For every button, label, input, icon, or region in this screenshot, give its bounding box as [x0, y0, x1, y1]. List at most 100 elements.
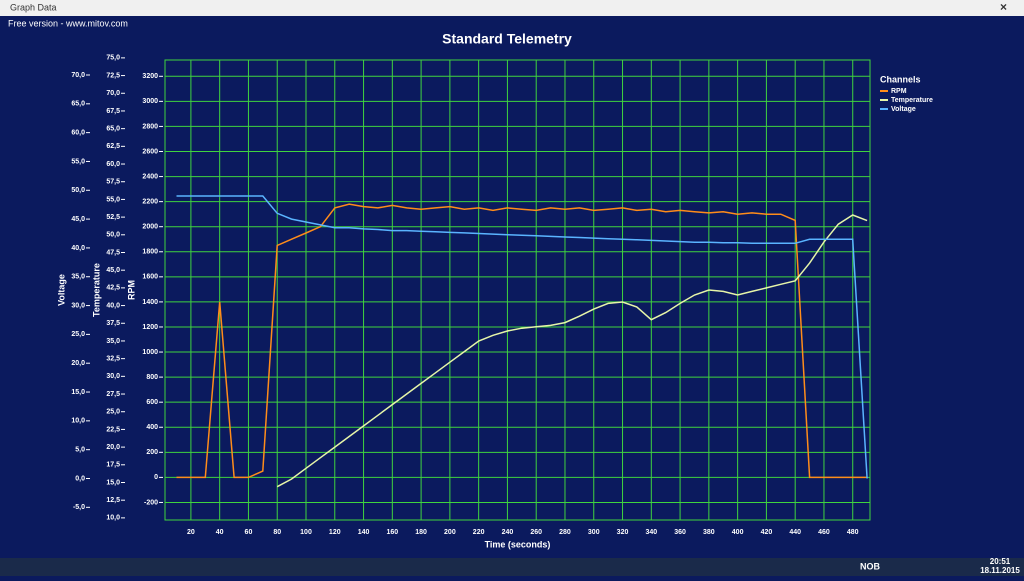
y-tick-label: 22,5 [106, 426, 120, 433]
y-tick-label: 1000 [142, 349, 158, 356]
legend-title: Channels [880, 74, 921, 84]
y-tick-label: 37,5 [106, 320, 120, 327]
y-tick-label: 47,5 [106, 249, 120, 256]
notice: Free version - www.mitov.com [8, 18, 128, 28]
y-tick-label: 60,0 [106, 161, 120, 168]
y-tick-label: 67,5 [106, 108, 120, 115]
y-tick-label: 35,0 [106, 338, 120, 345]
y-tick-label: 75,0 [106, 55, 120, 62]
x-tick-label: 260 [530, 529, 542, 536]
x-tick-label: 320 [617, 529, 629, 536]
series-line [176, 203, 868, 479]
y-tick-label: 60,0 [71, 129, 85, 136]
y-tick-label: 50,0 [71, 187, 85, 194]
y-tick-label: 45,0 [71, 216, 85, 223]
plot-area [164, 59, 871, 521]
x-tick-label: 420 [761, 529, 773, 536]
y-tick-label: 65,0 [106, 125, 120, 132]
y-axis-title: Voltage [56, 274, 66, 306]
y-tick-label: 10,0 [71, 418, 85, 425]
y-axis-title: RPM [126, 280, 136, 300]
y-tick-label: -5,0 [73, 504, 85, 511]
legend-label: Temperature [891, 97, 933, 104]
y-tick-label: 52,5 [106, 214, 120, 221]
y-tick-label: 3200 [142, 73, 158, 80]
y-tick-label: 30,0 [71, 302, 85, 309]
y-tick-label: 25,0 [71, 331, 85, 338]
x-tick-label: 240 [502, 529, 514, 536]
y-tick-label: 55,0 [71, 158, 85, 165]
y-tick-label: 15,0 [71, 389, 85, 396]
x-tick-label: 140 [358, 529, 370, 536]
x-tick-label: 280 [559, 529, 571, 536]
x-tick-label: 460 [818, 529, 830, 536]
x-tick-label: 300 [588, 529, 600, 536]
x-tick-label: 440 [789, 529, 801, 536]
y-tick-label: 1600 [142, 274, 158, 281]
y-tick-label: 3000 [142, 98, 158, 105]
x-axis-title: Time (seconds) [485, 539, 551, 549]
y-tick-label: 72,5 [106, 72, 120, 79]
y-axis-title: Temperature [91, 263, 101, 317]
y-tick-label: 2800 [142, 123, 158, 130]
y-tick-label: 25,0 [106, 409, 120, 416]
y-tick-label: 70,0 [71, 72, 85, 79]
x-tick-label: 120 [329, 529, 341, 536]
x-tick-label: 100 [300, 529, 312, 536]
y-tick-label: 55,0 [106, 196, 120, 203]
y-tick-label: 20,0 [71, 360, 85, 367]
y-tick-label: 57,5 [106, 179, 120, 186]
y-tick-label: 10,0 [106, 515, 120, 522]
y-tick-label: 2600 [142, 148, 158, 155]
title-bar [0, 0, 1024, 16]
series-line [176, 195, 868, 479]
legend-label: Voltage [891, 106, 916, 113]
y-tick-label: 200 [146, 449, 158, 456]
y-tick-label: 40,0 [71, 245, 85, 252]
taskbar-language: NOB [860, 561, 881, 571]
y-tick-label: 800 [146, 374, 158, 381]
y-tick-label: 2400 [142, 173, 158, 180]
y-tick-label: 40,0 [106, 302, 120, 309]
x-tick-label: 160 [386, 529, 398, 536]
y-tick-label: 62,5 [106, 143, 120, 150]
x-tick-label: 220 [473, 529, 485, 536]
y-tick-label: 0 [154, 474, 158, 481]
y-tick-label: 2200 [142, 198, 158, 205]
taskbar [0, 558, 1024, 576]
y-tick-label: 70,0 [106, 90, 120, 97]
y-tick-label: 65,0 [71, 101, 85, 108]
y-tick-label: 35,0 [71, 274, 85, 281]
y-tick-label: 27,5 [106, 391, 120, 398]
y-tick-label: 20,0 [106, 444, 120, 451]
y-tick-label: 5,0 [75, 447, 85, 454]
series-line [276, 214, 868, 488]
y-tick-label: 32,5 [106, 355, 120, 362]
chart-title: Standard Telemetry [442, 31, 572, 47]
y-tick-label: 17,5 [106, 462, 120, 469]
y-tick-label: 30,0 [106, 373, 120, 380]
x-tick-label: 60 [245, 529, 253, 536]
x-tick-label: 180 [415, 529, 427, 536]
y-tick-label: 0,0 [75, 475, 85, 482]
x-tick-label: 80 [273, 529, 281, 536]
y-tick-label: 2000 [142, 224, 158, 231]
x-tick-label: 40 [216, 529, 224, 536]
y-tick-label: 400 [146, 424, 158, 431]
y-tick-label: 1800 [142, 249, 158, 256]
x-tick-label: 480 [847, 529, 859, 536]
x-tick-label: 20 [187, 529, 195, 536]
close-button[interactable]: × [1000, 0, 1007, 14]
taskbar-date: 18.11.2015 [980, 566, 1020, 575]
y-tick-label: 50,0 [106, 232, 120, 239]
x-tick-label: 400 [732, 529, 744, 536]
x-tick-label: 200 [444, 529, 456, 536]
x-tick-label: 340 [645, 529, 657, 536]
x-tick-label: 380 [703, 529, 715, 536]
y-tick-label: -200 [144, 499, 158, 506]
y-tick-label: 45,0 [106, 267, 120, 274]
y-tick-label: 1200 [142, 324, 158, 331]
y-tick-label: 42,5 [106, 285, 120, 292]
taskbar-time: 20:51 [990, 557, 1011, 566]
